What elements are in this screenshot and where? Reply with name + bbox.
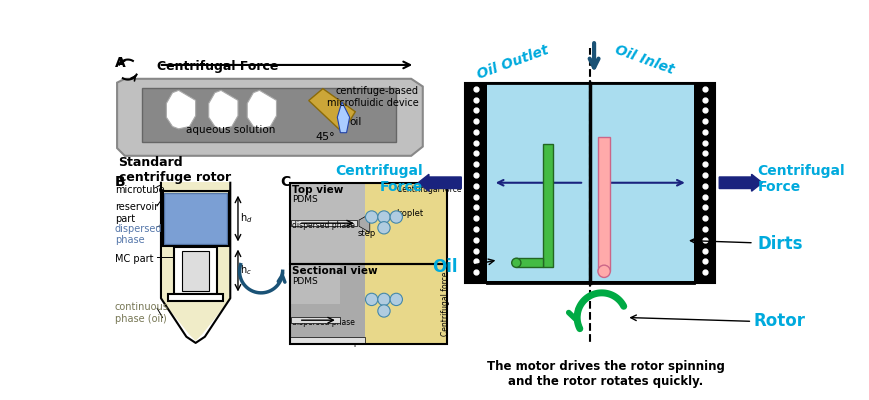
Text: The motor drives the rotor spinning
and the rotor rotates quickly.: The motor drives the rotor spinning and … — [486, 360, 724, 388]
Bar — [365, 264, 447, 344]
Polygon shape — [247, 90, 276, 129]
Text: step: step — [357, 228, 375, 238]
Polygon shape — [308, 89, 355, 132]
Bar — [289, 304, 365, 344]
Circle shape — [377, 305, 389, 317]
Polygon shape — [337, 102, 349, 133]
Bar — [590, 84, 693, 281]
Text: Oil Inlet: Oil Inlet — [612, 43, 675, 77]
Text: reservoir
part: reservoir part — [115, 202, 158, 224]
Bar — [340, 264, 365, 304]
Text: dispersed phase: dispersed phase — [291, 221, 355, 230]
Bar — [291, 220, 357, 226]
Circle shape — [389, 293, 402, 306]
Bar — [289, 183, 447, 264]
Circle shape — [597, 265, 609, 278]
Text: h$_d$: h$_d$ — [240, 212, 253, 226]
Text: centrifuge-based
microfluidic device: centrifuge-based microfluidic device — [327, 86, 419, 108]
Text: h$_c$: h$_c$ — [240, 264, 252, 278]
Text: Standard
centrifuge rotor: Standard centrifuge rotor — [118, 156, 230, 184]
Text: Centrifugal
Force: Centrifugal Force — [757, 164, 845, 194]
Bar — [289, 264, 365, 344]
Circle shape — [377, 222, 389, 234]
Text: dispersed phase: dispersed phase — [291, 318, 355, 327]
Bar — [174, 247, 217, 294]
Text: Glass: Glass — [291, 338, 315, 347]
Text: droplet: droplet — [393, 209, 423, 218]
Text: C: C — [280, 175, 290, 189]
Bar — [163, 191, 229, 246]
Text: Dirts: Dirts — [757, 235, 802, 253]
Polygon shape — [163, 183, 229, 340]
Text: step: step — [342, 338, 360, 346]
Text: 45°: 45° — [315, 132, 335, 142]
Bar — [289, 183, 365, 264]
Bar — [291, 317, 340, 323]
Circle shape — [389, 211, 402, 223]
Bar — [365, 183, 447, 264]
Text: Sectional view: Sectional view — [291, 266, 377, 276]
Circle shape — [377, 293, 389, 306]
Text: dispersed
phase: dispersed phase — [115, 224, 163, 245]
Bar — [168, 294, 223, 300]
Text: PDMS: PDMS — [291, 278, 317, 286]
Circle shape — [377, 211, 389, 223]
Polygon shape — [117, 79, 422, 156]
Text: aqueous solution: aqueous solution — [185, 125, 275, 135]
Bar — [597, 136, 609, 271]
Text: Centrifugal
Force: Centrifugal Force — [335, 164, 422, 194]
Text: PDMS: PDMS — [291, 195, 317, 204]
Bar — [542, 144, 552, 268]
Text: Oil: Oil — [431, 258, 457, 276]
Bar — [289, 337, 365, 344]
Text: continuous
phase (oil): continuous phase (oil) — [115, 302, 169, 324]
Text: Oil Outlet: Oil Outlet — [475, 43, 550, 82]
Text: A: A — [115, 56, 125, 70]
Text: microtube: microtube — [115, 185, 164, 195]
Bar — [465, 83, 714, 283]
Text: Centrifugal Force: Centrifugal Force — [157, 60, 278, 73]
Bar — [164, 193, 227, 244]
Bar — [142, 88, 395, 142]
Circle shape — [511, 258, 521, 268]
FancyArrow shape — [719, 174, 761, 191]
Text: B: B — [115, 175, 125, 189]
Text: Centrifugal force: Centrifugal force — [396, 185, 461, 194]
Text: MC part: MC part — [115, 254, 153, 264]
Polygon shape — [209, 90, 238, 129]
Circle shape — [365, 293, 377, 306]
Bar — [486, 84, 589, 281]
Polygon shape — [166, 90, 196, 129]
Text: Centrifugal force: Centrifugal force — [441, 272, 450, 336]
Bar — [515, 258, 542, 268]
Text: Top view: Top view — [291, 185, 343, 195]
FancyArrow shape — [418, 174, 461, 191]
Text: Rotor: Rotor — [753, 312, 805, 330]
Text: oil: oil — [349, 117, 362, 127]
Polygon shape — [359, 214, 369, 232]
Circle shape — [365, 211, 377, 223]
Bar — [182, 250, 209, 290]
Bar — [289, 264, 447, 344]
